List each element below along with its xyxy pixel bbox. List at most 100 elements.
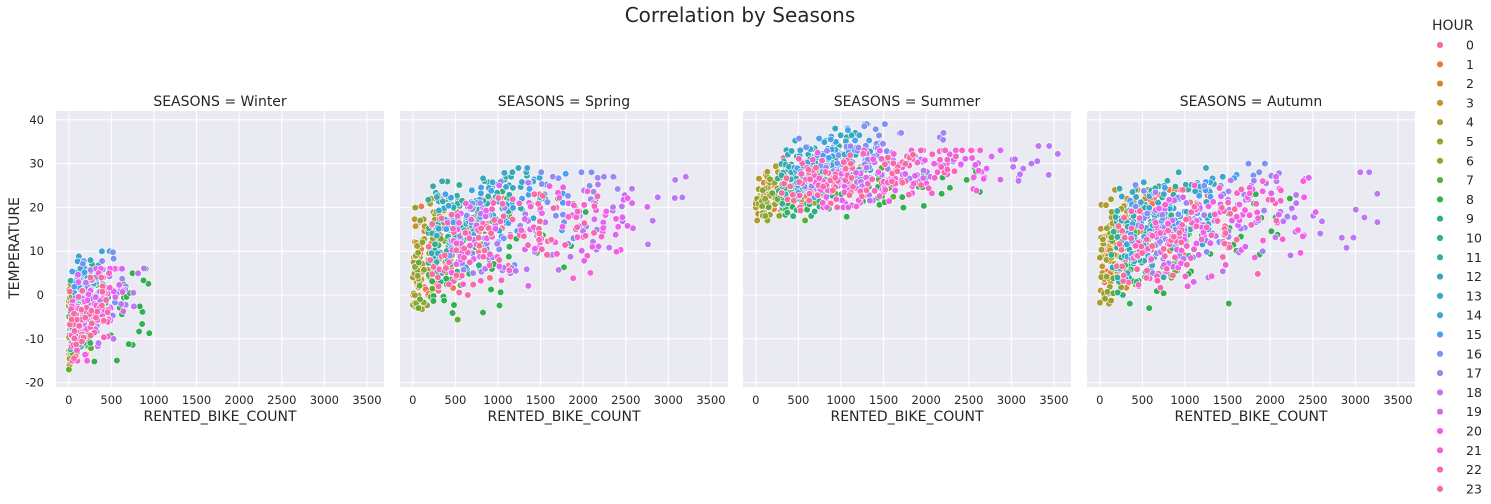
data-point xyxy=(837,131,845,139)
data-point xyxy=(1027,160,1035,168)
data-point xyxy=(580,201,588,209)
data-point xyxy=(1195,192,1203,200)
data-point xyxy=(782,174,791,182)
data-point xyxy=(452,246,460,254)
data-point xyxy=(832,195,840,203)
x-tick-label: 2500 xyxy=(1298,393,1327,407)
data-point xyxy=(447,211,456,219)
data-point xyxy=(913,158,922,167)
data-point xyxy=(1120,214,1128,222)
x-axis-label: RENTED_BIKE_COUNT xyxy=(1174,409,1327,425)
data-point xyxy=(512,267,520,275)
data-point xyxy=(1183,242,1191,250)
data-point xyxy=(466,258,474,266)
data-point xyxy=(1171,183,1179,191)
data-point xyxy=(1115,185,1124,193)
data-point xyxy=(1299,177,1307,185)
data-point xyxy=(889,159,897,167)
data-point xyxy=(1279,235,1287,243)
x-tick-label: 2000 xyxy=(225,393,254,407)
legend-item: 10 xyxy=(1436,231,1482,246)
data-point xyxy=(890,150,898,158)
x-tick-label: 0 xyxy=(65,393,72,407)
data-point xyxy=(812,164,820,172)
data-point xyxy=(509,184,517,192)
legend-marker xyxy=(1436,137,1444,146)
data-point xyxy=(98,257,106,265)
data-point xyxy=(888,177,896,185)
data-point xyxy=(1123,240,1131,248)
data-point xyxy=(583,252,591,260)
facet-panel-2: SEASONS = Summer 0 500 1000 1500 2000 2500 3000… xyxy=(743,94,1071,425)
legend-item: 23 xyxy=(1436,481,1482,496)
data-point xyxy=(1255,168,1263,176)
data-point xyxy=(775,212,783,220)
data-point xyxy=(495,181,503,190)
data-point xyxy=(97,273,105,282)
chart-title: Correlation by Seasons xyxy=(625,3,856,27)
x-tick-label: 2500 xyxy=(611,393,640,407)
legend-marker xyxy=(1436,176,1444,184)
hour-legend: HOUR 01234567891011121314151617181920212… xyxy=(1432,18,1482,496)
data-point xyxy=(1261,160,1269,168)
legend-item: 6 xyxy=(1436,153,1474,168)
data-point xyxy=(125,340,133,348)
data-point xyxy=(1221,229,1229,237)
legend-label: 1 xyxy=(1466,57,1474,72)
data-point xyxy=(980,175,988,183)
data-point xyxy=(566,253,575,261)
data-point xyxy=(1213,217,1222,225)
data-point xyxy=(678,193,686,201)
data-point xyxy=(1292,199,1300,207)
data-point xyxy=(547,236,555,244)
data-point xyxy=(558,223,567,231)
x-tick-label: 500 xyxy=(444,393,466,407)
legend-label: 5 xyxy=(1466,134,1474,149)
data-point xyxy=(1296,249,1305,257)
data-point xyxy=(442,275,450,283)
data-point xyxy=(445,280,453,289)
legend-label: 2 xyxy=(1466,76,1474,91)
legend-label: 15 xyxy=(1466,327,1482,342)
legend-label: 9 xyxy=(1466,211,1474,226)
data-point xyxy=(838,196,846,204)
data-point xyxy=(859,150,867,158)
data-point xyxy=(618,202,626,210)
x-tick-label: 2500 xyxy=(954,393,983,407)
data-point xyxy=(860,122,868,130)
data-point xyxy=(1220,240,1229,248)
data-point xyxy=(1131,242,1140,250)
data-point xyxy=(1174,210,1182,218)
data-point xyxy=(1316,229,1324,238)
data-point xyxy=(609,173,617,181)
legend-label: 18 xyxy=(1466,385,1482,400)
data-point xyxy=(844,126,852,134)
data-point xyxy=(431,240,439,248)
data-point xyxy=(452,271,461,279)
x-tick-label: 3000 xyxy=(310,393,339,407)
data-point xyxy=(549,204,558,212)
data-point xyxy=(1148,242,1156,250)
data-point xyxy=(83,357,91,365)
legend-label: 19 xyxy=(1466,404,1482,419)
legend-item: 11 xyxy=(1436,250,1482,265)
data-point xyxy=(416,216,424,225)
data-point xyxy=(871,187,879,195)
data-point xyxy=(416,282,424,290)
data-point xyxy=(919,174,927,182)
data-point xyxy=(862,164,871,172)
data-point xyxy=(506,233,515,241)
facet-panel-3: SEASONS = Autumn 0 500 1000 1500 2000 2500 3000… xyxy=(1087,94,1415,425)
data-point xyxy=(891,186,899,195)
legend-item: 0 xyxy=(1436,38,1474,53)
data-point xyxy=(1096,299,1104,307)
data-point xyxy=(587,168,596,176)
data-point xyxy=(450,301,458,309)
data-point xyxy=(469,281,477,289)
data-point xyxy=(1235,200,1243,209)
data-point xyxy=(428,277,436,285)
data-point xyxy=(82,279,90,287)
data-point xyxy=(1207,272,1216,280)
data-point xyxy=(1277,186,1285,194)
data-point xyxy=(1153,277,1162,285)
